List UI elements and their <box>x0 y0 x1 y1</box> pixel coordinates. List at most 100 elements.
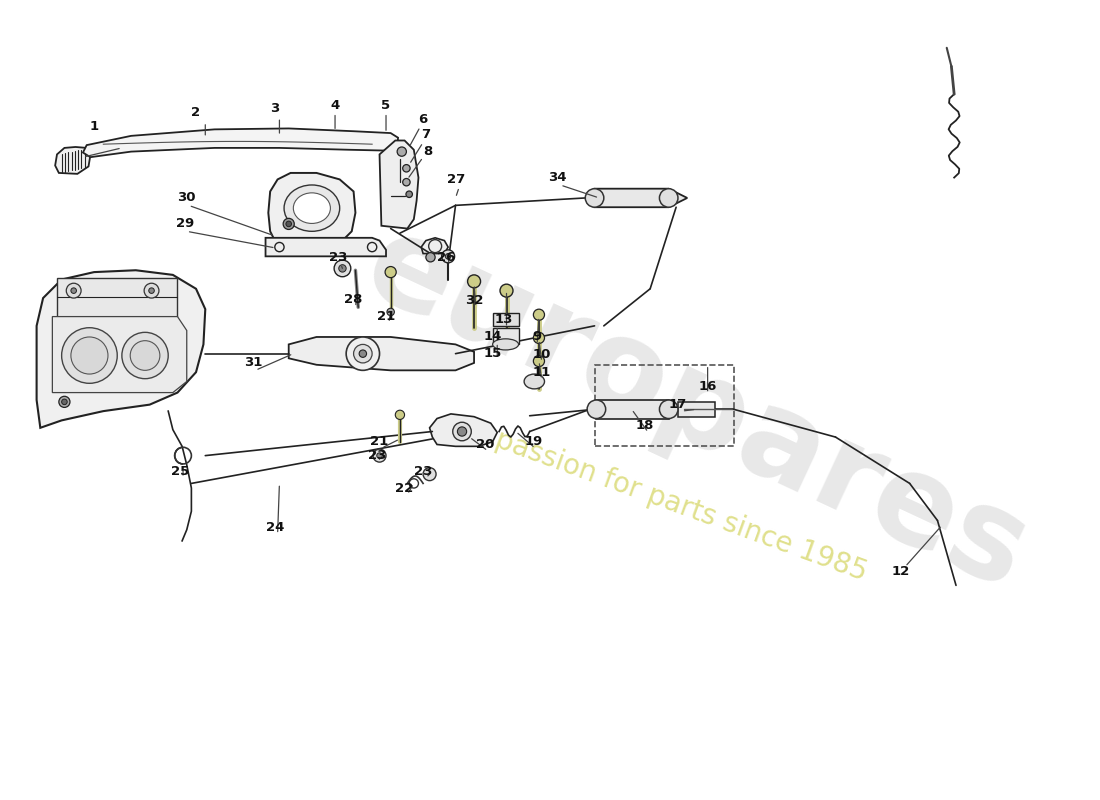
Circle shape <box>453 422 471 441</box>
Circle shape <box>403 178 410 186</box>
Text: 4: 4 <box>330 98 340 112</box>
Circle shape <box>387 308 395 316</box>
Circle shape <box>424 468 436 481</box>
Text: 7: 7 <box>421 129 430 142</box>
Polygon shape <box>55 147 90 174</box>
Polygon shape <box>430 414 497 446</box>
Text: a passion for parts since 1985: a passion for parts since 1985 <box>466 417 870 587</box>
Circle shape <box>397 147 406 156</box>
Text: 9: 9 <box>532 330 541 343</box>
Ellipse shape <box>493 339 518 350</box>
Circle shape <box>426 253 436 262</box>
Circle shape <box>130 341 159 370</box>
Polygon shape <box>288 337 474 370</box>
Text: 8: 8 <box>424 145 432 158</box>
Polygon shape <box>379 141 418 229</box>
Bar <box>596 400 669 418</box>
Text: 3: 3 <box>271 102 279 114</box>
Circle shape <box>70 288 77 294</box>
Circle shape <box>353 344 372 363</box>
Ellipse shape <box>659 400 678 418</box>
Text: 2: 2 <box>191 106 200 119</box>
Polygon shape <box>36 270 206 428</box>
Circle shape <box>385 266 396 278</box>
Text: 16: 16 <box>698 379 717 393</box>
Text: europares: europares <box>346 203 1046 615</box>
Circle shape <box>468 275 481 288</box>
Circle shape <box>441 250 454 263</box>
Circle shape <box>70 337 108 374</box>
Polygon shape <box>421 238 448 254</box>
Circle shape <box>395 410 405 419</box>
Circle shape <box>122 332 168 378</box>
Ellipse shape <box>284 185 340 231</box>
Polygon shape <box>53 317 187 393</box>
Text: 14: 14 <box>483 330 502 343</box>
Circle shape <box>359 350 366 358</box>
Text: 21: 21 <box>377 310 395 323</box>
Circle shape <box>446 254 451 259</box>
Text: 11: 11 <box>532 366 551 378</box>
Polygon shape <box>268 173 355 244</box>
Text: 20: 20 <box>476 438 494 451</box>
Text: 24: 24 <box>265 522 284 534</box>
Bar <box>493 313 518 326</box>
Text: 23: 23 <box>367 449 386 462</box>
Circle shape <box>534 355 544 366</box>
Text: 21: 21 <box>371 435 388 448</box>
Text: 1: 1 <box>89 120 99 133</box>
Text: 27: 27 <box>448 173 465 186</box>
Polygon shape <box>82 129 398 157</box>
Bar <box>595 365 734 446</box>
Text: 31: 31 <box>244 357 263 370</box>
Bar <box>57 278 177 317</box>
Ellipse shape <box>524 374 544 389</box>
Text: 23: 23 <box>329 250 346 264</box>
Circle shape <box>286 221 292 226</box>
Circle shape <box>148 288 154 294</box>
Text: 23: 23 <box>414 465 432 478</box>
Text: 26: 26 <box>437 250 455 264</box>
Text: 32: 32 <box>465 294 483 307</box>
Text: 6: 6 <box>418 113 428 126</box>
Circle shape <box>144 283 158 298</box>
Circle shape <box>534 309 544 320</box>
Text: 15: 15 <box>484 347 502 360</box>
Circle shape <box>339 265 346 272</box>
Circle shape <box>59 396 70 407</box>
Text: 29: 29 <box>176 218 194 230</box>
Ellipse shape <box>659 189 678 207</box>
Text: 13: 13 <box>495 313 513 326</box>
Bar <box>678 402 715 417</box>
Circle shape <box>346 337 380 370</box>
Ellipse shape <box>587 400 606 418</box>
Circle shape <box>403 165 410 172</box>
Circle shape <box>62 399 67 405</box>
Ellipse shape <box>585 189 604 207</box>
Text: 10: 10 <box>532 348 551 361</box>
Polygon shape <box>265 238 386 256</box>
Bar <box>493 328 518 344</box>
Circle shape <box>500 284 513 297</box>
Circle shape <box>377 453 383 458</box>
Text: 22: 22 <box>395 482 414 494</box>
Text: 5: 5 <box>382 98 390 112</box>
Text: 12: 12 <box>891 565 910 578</box>
Circle shape <box>62 328 118 383</box>
Text: 18: 18 <box>636 419 653 433</box>
Polygon shape <box>595 189 688 207</box>
Circle shape <box>458 427 466 436</box>
Text: 30: 30 <box>177 191 196 205</box>
Text: 34: 34 <box>548 171 566 184</box>
Circle shape <box>283 218 295 230</box>
Circle shape <box>334 260 351 277</box>
Text: 25: 25 <box>172 465 189 478</box>
Ellipse shape <box>294 193 330 223</box>
Circle shape <box>66 283 81 298</box>
Circle shape <box>406 191 412 198</box>
Text: 28: 28 <box>344 294 363 306</box>
Text: 17: 17 <box>669 398 688 411</box>
Text: 19: 19 <box>525 435 542 448</box>
Circle shape <box>373 449 386 462</box>
Circle shape <box>534 332 544 343</box>
